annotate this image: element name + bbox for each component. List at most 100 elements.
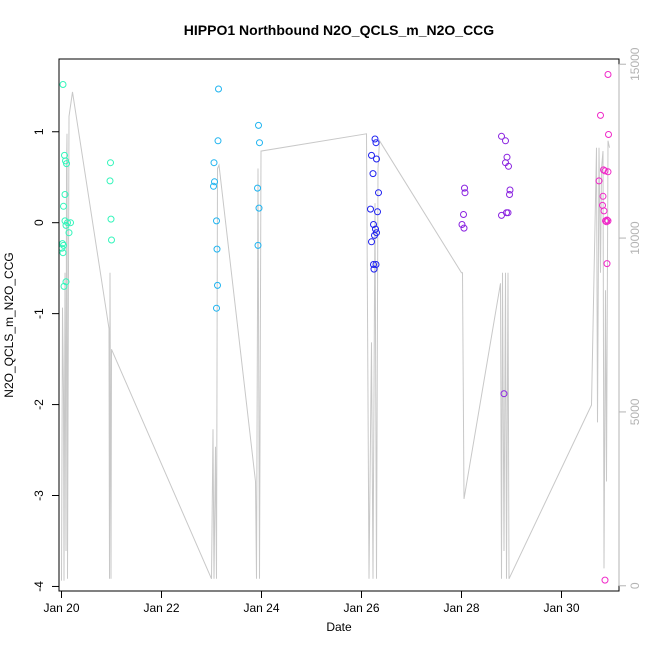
data-point [600,166,607,174]
y-tick-label: -4 [32,581,46,592]
data-point [213,245,221,253]
data-point [214,137,222,145]
data-point [60,202,67,210]
data-point [60,282,68,290]
data-point [458,221,466,228]
data-point [61,191,69,198]
points-group [58,71,612,584]
data-point [604,217,612,225]
x-tick-label: Jan 20 [43,601,79,615]
data-point [214,281,221,289]
y2-tick-label: 10000 [628,221,642,255]
data-point [67,219,74,227]
data-point [62,278,70,286]
altitude-line [61,91,610,581]
data-point [255,121,262,129]
y-tick-label: -2 [32,399,46,410]
data-point [461,189,469,197]
data-point [502,137,509,145]
y-axis-left: -4 -3 -2 -1 0 1 [32,128,60,592]
data-point [604,168,612,176]
x-tick-label: Jan 30 [543,601,579,615]
data-point [372,261,380,268]
data-point [601,167,609,175]
data-point [65,229,73,237]
data-point [367,205,374,213]
data-point [255,204,263,212]
series-4 [458,132,514,398]
data-point [601,576,609,584]
data-point [254,184,261,192]
data-point [107,159,114,167]
data-point [375,189,382,197]
data-point [106,177,114,185]
y-tick-label: 0 [32,219,46,226]
data-point [254,241,262,249]
data-point [595,177,603,185]
altitude-line-group [61,91,610,581]
data-point [460,211,467,218]
chart-title: HIPPO1 Northbound N2O_QCLS_m_N2O_CCG [184,22,494,38]
data-point [215,85,222,93]
data-point [372,139,380,147]
data-point [373,155,380,163]
x-tick-label: Jan 26 [343,601,379,615]
data-point [597,111,604,119]
y-axis-right: 0 5000 10000 15000 [618,47,642,589]
y-tick-label: -1 [32,308,46,319]
data-point [256,139,263,147]
data-point [599,192,607,200]
series-3 [367,135,382,273]
data-point [370,221,377,228]
data-point [506,186,514,194]
data-point [498,211,505,219]
data-point [605,131,612,138]
y2-tick-label: 5000 [628,398,642,425]
series-5 [595,71,612,584]
data-point [368,151,375,159]
x-tick-label: Jan 24 [243,601,279,615]
x-tick-label: Jan 28 [443,601,479,615]
series-2 [210,85,263,312]
data-point [59,81,67,88]
data-point [210,159,218,167]
data-point [210,182,217,190]
data-point [63,160,70,168]
x-axis: Jan 20 Jan 22 Jan 24 Jan 26 Jan 28 Jan 30 [43,590,580,615]
y-tick-label: 1 [32,128,46,135]
data-point [505,162,512,170]
data-point [107,215,115,223]
x-axis-label: Date [326,620,352,634]
data-point [504,209,512,217]
data-point [369,170,377,178]
data-point [370,261,377,268]
data-point [603,218,610,226]
data-point [108,236,115,244]
y2-tick-label: 0 [628,582,642,589]
data-point [64,219,71,227]
data-point [498,132,505,140]
series-1 [58,81,115,290]
data-point [371,231,378,239]
data-point [368,238,375,246]
data-point [460,224,468,232]
data-point [371,135,379,143]
y2-tick-label: 15000 [628,47,642,81]
data-point [500,390,508,398]
data-point [602,217,609,225]
data-point [370,265,378,273]
data-point [604,71,612,78]
y-tick-label: -3 [32,490,46,501]
data-point [213,304,220,312]
y-axis-label: N2O_QCLS_m_N2O_CCG [2,252,16,397]
data-point [603,260,611,268]
data-point [59,249,67,257]
x-tick-label: Jan 22 [143,601,179,615]
data-point [213,217,220,225]
data-point [211,178,218,186]
data-point [374,208,381,216]
data-point [461,184,468,192]
data-point [506,191,513,198]
